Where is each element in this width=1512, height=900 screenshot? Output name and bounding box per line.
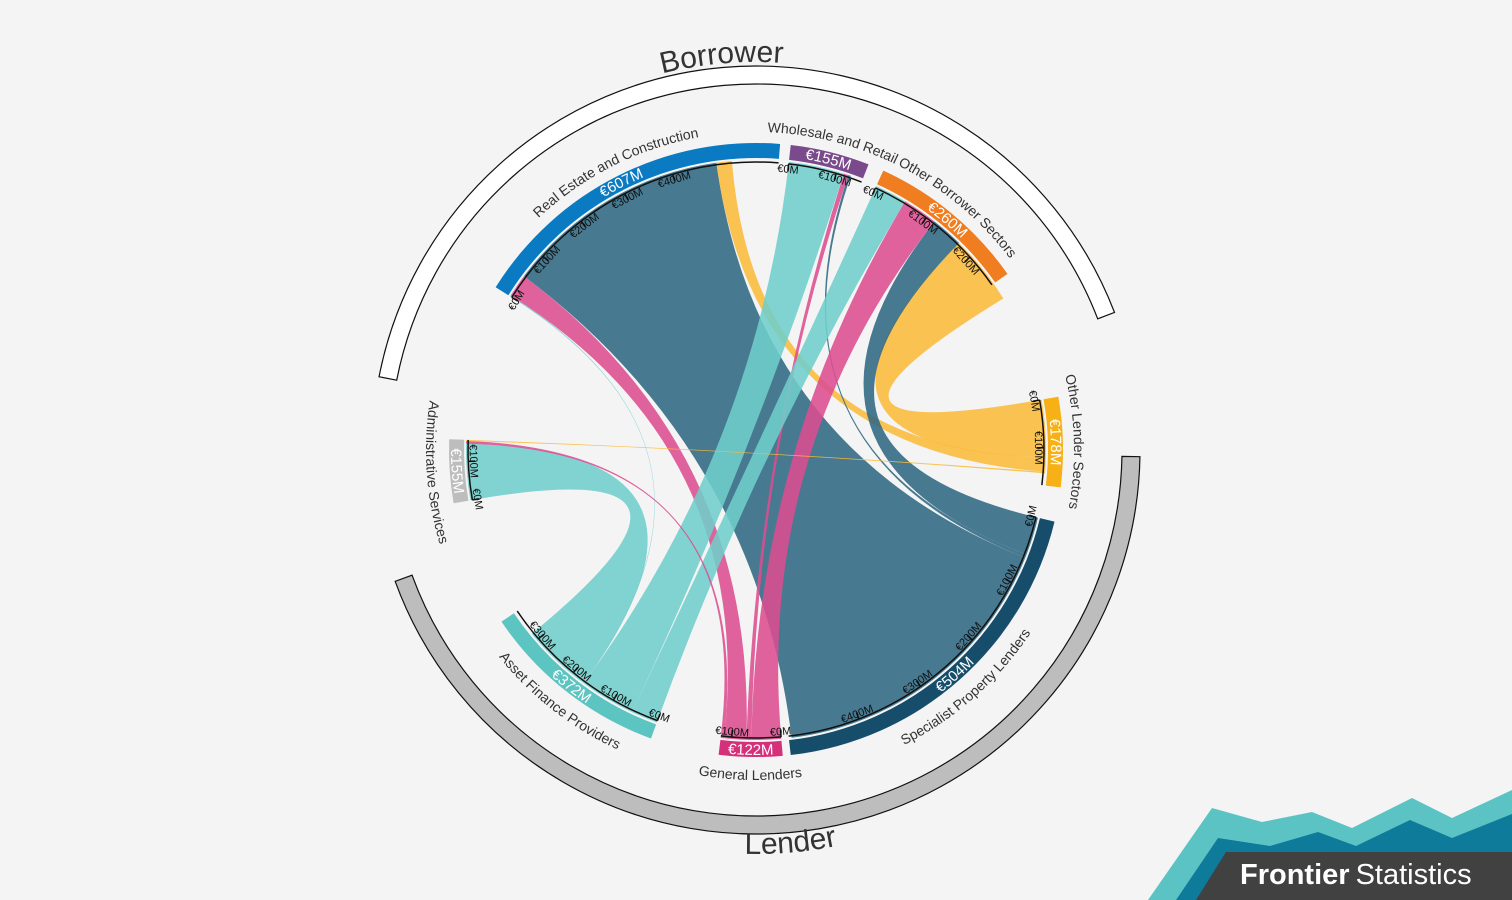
- logo-word-frontier: Frontier: [1240, 859, 1350, 891]
- tick-wr-0: [787, 163, 790, 171]
- total-label-ol: €178M: [1045, 418, 1064, 465]
- tick-label-as-1: €100M: [466, 444, 479, 478]
- ribbon-as-af[interactable]: [466, 443, 648, 683]
- node-arc-layer: [449, 143, 1064, 757]
- tick-af-1: [612, 693, 618, 701]
- tick-label-wr-0: €0M: [777, 163, 800, 177]
- group-arc-lender[interactable]: [394, 455, 1141, 835]
- node-arc-gl[interactable]: [718, 739, 783, 757]
- axis-gl: [720, 735, 782, 739]
- axis-ob: [875, 187, 993, 286]
- tick-re-2: [580, 220, 586, 228]
- ribbon-ob-gl[interactable]: [751, 201, 935, 740]
- axis-wr: [788, 163, 862, 183]
- tick-af-0: [656, 713, 661, 721]
- node-arc-ob[interactable]: [877, 170, 1008, 283]
- axis-as: [467, 439, 474, 501]
- logo: Frontier Statistics: [1148, 790, 1512, 900]
- logo-word-statistics: Statistics: [1356, 859, 1472, 891]
- node-arc-sp[interactable]: [789, 518, 1055, 756]
- tick-label-gl-1: €100M: [715, 725, 750, 740]
- tick-gl-1: [730, 729, 734, 738]
- tick-label-as-0: €0M: [469, 488, 485, 511]
- node-arc-as[interactable]: [449, 439, 469, 504]
- node-label-ol: Other Lender Sectors: [1062, 373, 1087, 511]
- tick-ol-0: [1032, 399, 1040, 402]
- logo-base: [1196, 852, 1512, 900]
- ribbon-ob-ol[interactable]: [875, 242, 1047, 458]
- tick-sp-0: [1029, 514, 1037, 518]
- ribbon-re-sp[interactable]: [523, 162, 1026, 738]
- tick-ob-2: [964, 256, 971, 263]
- tick-re-0: [511, 296, 519, 302]
- node-label-gl: General Lenders: [698, 762, 803, 783]
- group-arc-layer: [378, 65, 1141, 835]
- tick-re-3: [624, 193, 629, 201]
- tick-as-0: [472, 498, 480, 501]
- tick-re-1: [542, 255, 549, 262]
- node-arc-ol[interactable]: [1043, 396, 1064, 488]
- node-arc-re[interactable]: [495, 143, 781, 296]
- tick-re-4: [671, 174, 676, 182]
- ribbon-layer: [466, 161, 1047, 740]
- group-arc-borrower[interactable]: [378, 65, 1116, 381]
- tick-gl-0: [779, 729, 782, 737]
- tick-af-2: [572, 666, 579, 674]
- tick-ob-0: [871, 187, 877, 195]
- tick-label-gl-0: €0M: [770, 725, 792, 739]
- ribbon-wr-af[interactable]: [583, 161, 844, 713]
- tick-ob-1: [921, 217, 927, 224]
- ribbon-ob-sp[interactable]: [863, 221, 1038, 555]
- tick-sp-3: [915, 680, 922, 687]
- tick-sp-4: [855, 712, 860, 720]
- tick-label-sp-0: €0M: [1023, 504, 1040, 528]
- axis-re: [511, 161, 779, 298]
- axis-ol: [1038, 399, 1045, 486]
- total-label-as: €155M: [447, 448, 467, 494]
- node-arc-wr[interactable]: [789, 144, 869, 179]
- node-arc-af[interactable]: [501, 613, 657, 739]
- tick-sp-1: [1005, 578, 1013, 584]
- tick-sp-2: [966, 634, 973, 641]
- axis-af: [516, 610, 658, 722]
- tick-wr-1: [833, 173, 837, 181]
- total-label-gl: €122M: [727, 741, 773, 759]
- tick-label-ol-0: €0M: [1026, 389, 1042, 412]
- tick-label-ol-1: €100M: [1032, 431, 1044, 465]
- axis-sp: [788, 517, 1037, 737]
- tick-af-3: [538, 633, 545, 640]
